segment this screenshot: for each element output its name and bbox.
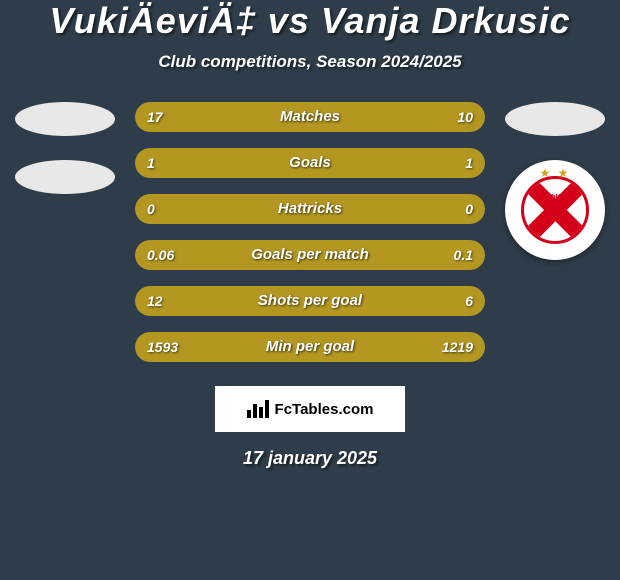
comparison-section: ★ ★ΦK 1710Matches 11Goals 00Hattricks 0.060… — [0, 102, 620, 362]
stat-label: Goals per match — [135, 240, 485, 270]
club-crest-crvena-zvezda: ★ ★ΦK — [505, 160, 605, 260]
crest-inner: ΦK — [521, 176, 589, 244]
stat-row: 126Shots per goal — [135, 286, 485, 316]
footer-logo-text: FcTables.com — [275, 401, 374, 418]
page-title: VukiÄeviÄ‡ vs Vanja Drkusic — [0, 0, 620, 42]
bars-icon — [247, 400, 269, 418]
stat-row: 00Hattricks — [135, 194, 485, 224]
club-badge-placeholder — [15, 102, 115, 136]
date-line: 17 january 2025 — [0, 448, 620, 469]
left-badge-column — [10, 102, 120, 194]
stat-label: Goals — [135, 148, 485, 178]
comparison-bars: 1710Matches 11Goals 00Hattricks 0.060.1Goal… — [135, 102, 485, 362]
fctables-logo-badge: FcTables.com — [215, 386, 405, 432]
stat-row: 0.060.1Goals per match — [135, 240, 485, 270]
right-badge-column: ★ ★ΦK — [500, 102, 610, 260]
club-badge-placeholder — [505, 102, 605, 136]
stat-label: Hattricks — [135, 194, 485, 224]
stat-row: 1710Matches — [135, 102, 485, 132]
crest-text: ΦK — [549, 193, 561, 202]
stat-row: 11Goals — [135, 148, 485, 178]
club-badge-placeholder — [15, 160, 115, 194]
stat-label: Matches — [135, 102, 485, 132]
stat-label: Shots per goal — [135, 286, 485, 316]
stat-label: Min per goal — [135, 332, 485, 362]
stat-row: 15931219Min per goal — [135, 332, 485, 362]
page-subtitle: Club competitions, Season 2024/2025 — [0, 52, 620, 72]
